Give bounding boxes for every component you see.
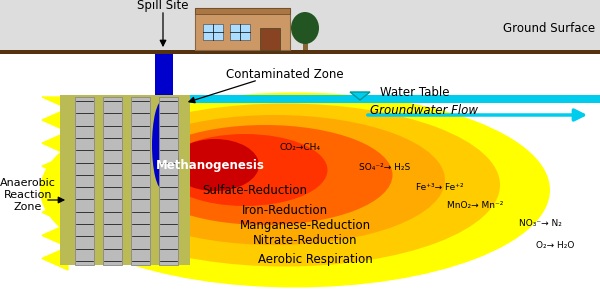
Bar: [60, 95, 190, 265]
Text: Ground Surface: Ground Surface: [503, 21, 595, 34]
Text: Nitrate-Reduction: Nitrate-Reduction: [253, 233, 357, 246]
Ellipse shape: [163, 134, 328, 206]
Bar: [303, 32, 308, 50]
Bar: [75, 97, 94, 265]
Text: NO₃⁻→ N₂: NO₃⁻→ N₂: [518, 218, 562, 228]
Ellipse shape: [165, 145, 179, 175]
Text: Anaerobic
Reaction
Zone: Anaerobic Reaction Zone: [0, 178, 56, 212]
Bar: [0, 0, 600, 50]
Bar: [159, 97, 178, 265]
Ellipse shape: [291, 12, 319, 44]
Text: Water Table: Water Table: [380, 86, 449, 98]
Text: SO₄⁻²→ H₂S: SO₄⁻²→ H₂S: [359, 163, 410, 173]
Text: Iron-Reduction: Iron-Reduction: [242, 203, 328, 216]
Text: Spill Site: Spill Site: [137, 0, 189, 13]
Polygon shape: [42, 97, 68, 270]
Bar: [100, 95, 600, 103]
Ellipse shape: [137, 125, 392, 225]
Bar: [260, 28, 280, 50]
Bar: [195, 8, 290, 14]
Text: Contaminated Zone: Contaminated Zone: [226, 69, 344, 81]
Text: MnO₂→ Mn⁻²: MnO₂→ Mn⁻²: [447, 201, 503, 210]
Text: Fe⁺³→ Fe⁺²: Fe⁺³→ Fe⁺²: [416, 183, 464, 193]
Ellipse shape: [152, 100, 174, 190]
Bar: [230, 24, 250, 40]
Polygon shape: [350, 92, 370, 100]
Ellipse shape: [70, 103, 500, 266]
Text: Aerobic Respiration: Aerobic Respiration: [257, 253, 373, 266]
Text: Methanogenesis: Methanogenesis: [155, 158, 265, 171]
Ellipse shape: [171, 139, 259, 191]
Ellipse shape: [40, 93, 550, 288]
Ellipse shape: [105, 115, 445, 245]
Bar: [0, 50, 600, 54]
Bar: [203, 24, 223, 40]
Text: Manganese-Reduction: Manganese-Reduction: [239, 218, 371, 231]
Bar: [195, 8, 290, 50]
Text: O₂→ H₂O: O₂→ H₂O: [536, 240, 574, 250]
Text: Groundwater Flow: Groundwater Flow: [370, 103, 478, 116]
Text: Sulfate-Reduction: Sulfate-Reduction: [203, 183, 308, 196]
Bar: [131, 97, 150, 265]
Bar: [103, 97, 122, 265]
Text: CO₂→CH₄: CO₂→CH₄: [280, 143, 320, 153]
Bar: [155, 54, 173, 95]
Bar: [0, 54, 600, 294]
